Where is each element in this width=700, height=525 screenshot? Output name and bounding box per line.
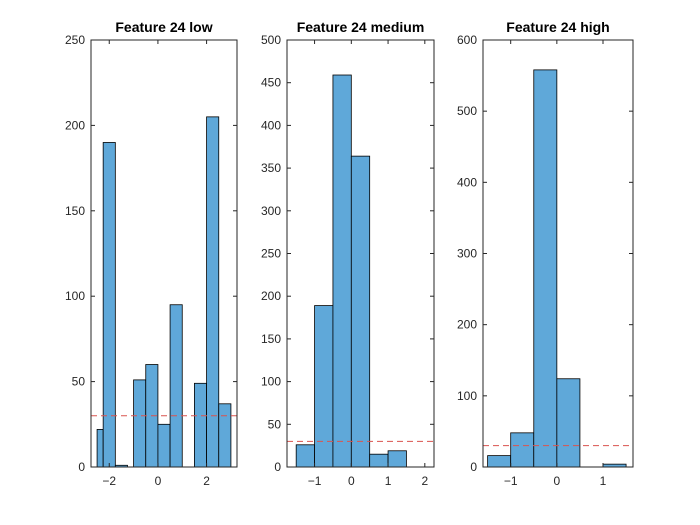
x-tick-label: 1 [600, 474, 607, 488]
histogram-bar [556, 378, 581, 468]
x-tick-label: 2 [203, 474, 210, 488]
y-tick-label: 500 [457, 104, 477, 118]
histogram-bar [487, 455, 512, 468]
y-tick-label: 400 [261, 118, 281, 132]
y-tick-label: 0 [78, 460, 85, 474]
y-tick-label: 150 [65, 204, 85, 218]
x-tick-label: 0 [554, 474, 561, 488]
y-tick-label: 200 [457, 318, 477, 332]
y-tick-label: 100 [457, 389, 477, 403]
x-tick-label: −1 [308, 474, 322, 488]
y-tick-label: 300 [457, 247, 477, 261]
histogram-bar [206, 116, 220, 468]
y-tick-label: 150 [261, 332, 281, 346]
histogram-bar [218, 403, 232, 468]
y-tick-label: 250 [65, 33, 85, 47]
x-tick-label: 1 [385, 474, 392, 488]
histogram-bar [332, 74, 352, 468]
y-tick-label: 200 [261, 289, 281, 303]
histogram-bar [157, 423, 171, 468]
y-tick-label: 200 [65, 118, 85, 132]
y-tick-label: 100 [65, 289, 85, 303]
subplot-3: 0 100 200 300 400 500 600 −1 0 1 Feature 24 high [457, 19, 634, 488]
y-tick-label: 300 [261, 204, 281, 218]
x-tick-label: −1 [504, 474, 518, 488]
subplot-1: 0 50 100 150 200 250 −2 0 2 Feature 24 low [65, 19, 238, 488]
y-tick-label: 400 [457, 175, 477, 189]
histogram-bar [96, 429, 104, 468]
histogram-bar [295, 444, 315, 468]
axes-box [90, 39, 238, 468]
x-tick-label: 2 [421, 474, 428, 488]
histogram-bar [169, 304, 183, 468]
histogram-bar [102, 142, 116, 468]
y-tick-label: 50 [268, 417, 282, 431]
histogram-bar [314, 305, 334, 468]
histogram-bar [350, 155, 371, 468]
histogram-bar [369, 453, 389, 468]
y-tick-label: 0 [470, 460, 477, 474]
y-tick-label: 600 [457, 33, 477, 47]
x-tick-label: −2 [102, 474, 116, 488]
histogram-bar [133, 379, 147, 468]
histogram-bar [387, 450, 407, 468]
y-tick-label: 50 [72, 375, 86, 389]
y-tick-label: 450 [261, 76, 281, 90]
histogram-bar [533, 69, 558, 468]
y-tick-label: 100 [261, 375, 281, 389]
subplot-2: 0 50 100 150 200 250 300 350 400 450 500 −1 0 1 2 Featu… [261, 19, 435, 488]
x-tick-label: 0 [155, 474, 162, 488]
histogram-bar [194, 382, 207, 468]
chart-title: Feature 24 medium [297, 19, 425, 35]
histogram-bar [510, 432, 535, 468]
y-tick-label: 250 [261, 247, 281, 261]
y-tick-label: 350 [261, 161, 281, 175]
chart-title: Feature 24 low [115, 19, 212, 35]
y-tick-label: 500 [261, 33, 281, 47]
x-tick-label: 0 [348, 474, 355, 488]
y-tick-label: 0 [274, 460, 281, 474]
chart-title: Feature 24 high [506, 19, 609, 35]
